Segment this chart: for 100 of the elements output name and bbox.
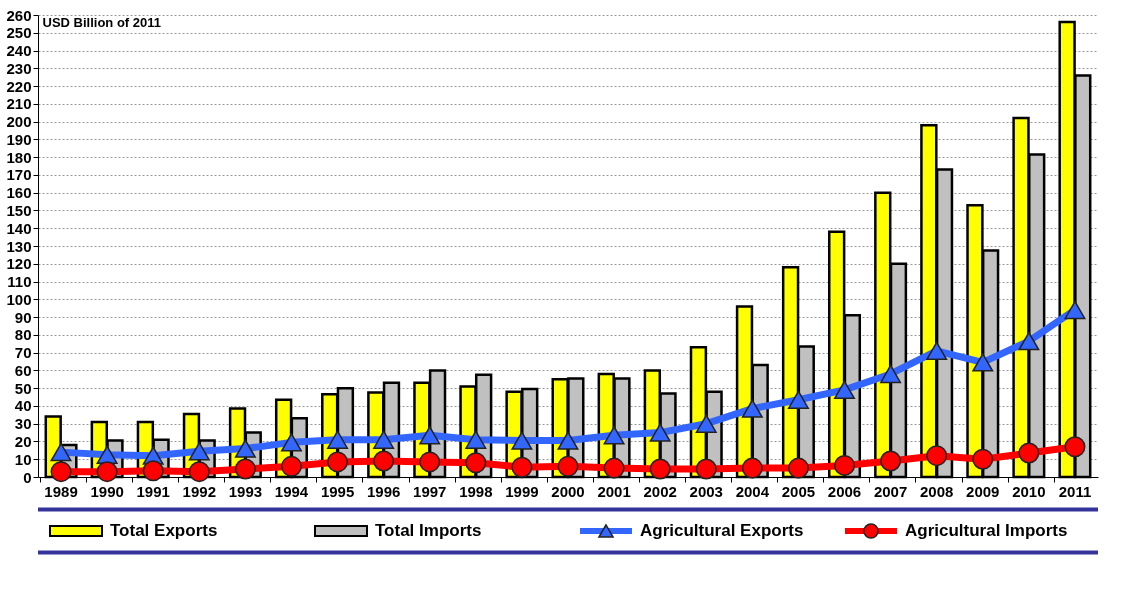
point <box>96 445 118 464</box>
point <box>465 452 487 474</box>
point <box>557 431 579 450</box>
y-tick-label: 20 <box>14 432 32 450</box>
point <box>1064 436 1086 458</box>
point <box>972 353 994 372</box>
x-tick-label: 1995 <box>320 482 355 500</box>
point <box>373 450 395 472</box>
y-tick-label: 80 <box>14 326 32 344</box>
point <box>880 450 902 472</box>
point <box>1064 300 1086 320</box>
point <box>787 457 809 479</box>
y-tick-label: 70 <box>14 344 32 362</box>
y-tick-label: 0 <box>23 468 32 486</box>
y-tick-label: 120 <box>6 255 32 273</box>
point <box>1018 442 1040 464</box>
x-tick-label: 2008 <box>920 482 954 500</box>
point <box>327 430 349 449</box>
point <box>695 414 717 433</box>
x-tick-label: 2005 <box>781 482 816 500</box>
point <box>741 457 763 479</box>
point <box>972 448 994 470</box>
point <box>419 451 441 473</box>
y-tick-label: 90 <box>14 308 32 326</box>
point <box>511 431 533 450</box>
x-tick-label: 1989 <box>44 482 78 500</box>
point <box>603 457 625 479</box>
point <box>280 433 302 452</box>
point <box>234 458 256 480</box>
point <box>50 442 72 462</box>
point <box>649 458 671 480</box>
x-tick-label: 2004 <box>735 482 770 500</box>
y-tick-label: 110 <box>7 273 32 291</box>
point <box>465 430 487 449</box>
x-tick-label: 1996 <box>366 482 401 500</box>
y-tick-label: 170 <box>6 166 32 184</box>
legend-label: Agricultural Imports <box>905 521 1068 540</box>
y-tick-label: 260 <box>6 6 32 24</box>
point <box>926 445 948 467</box>
y-tick-label: 190 <box>6 130 32 148</box>
y-axis-title: USD Billion of 2011 <box>42 14 161 30</box>
y-tick-label: 250 <box>6 24 32 42</box>
x-tick-label: 2003 <box>689 482 723 500</box>
point <box>419 426 441 445</box>
x-tick-label: 1999 <box>505 482 539 500</box>
point <box>511 456 533 478</box>
point <box>649 423 671 442</box>
x-tick-label: 2009 <box>966 482 1000 500</box>
x-tick-label: 1992 <box>182 482 216 500</box>
y-tick-label: 230 <box>6 59 32 77</box>
x-tick-label: 1997 <box>413 482 447 500</box>
point <box>787 390 809 409</box>
legend-label: Total Imports <box>375 521 482 540</box>
y-tick-label: 50 <box>14 379 32 397</box>
point <box>327 451 349 473</box>
y-tick-label: 180 <box>6 148 32 166</box>
point <box>96 461 118 483</box>
point <box>603 426 625 445</box>
y-tick-label: 240 <box>6 42 32 60</box>
y-tick-label: 200 <box>6 113 32 131</box>
y-tick-label: 40 <box>14 397 32 415</box>
y-tick-label: 100 <box>6 290 32 308</box>
x-tick-label: 2010 <box>1012 482 1046 500</box>
x-tick-label: 2002 <box>643 482 677 500</box>
x-tick-label: 1998 <box>459 482 493 500</box>
x-tick-label: 1991 <box>136 482 170 500</box>
y-tick-label: 60 <box>14 361 32 379</box>
y-tick-label: 210 <box>6 95 32 113</box>
point <box>188 461 210 483</box>
legend-label: Agricultural Exports <box>640 521 804 540</box>
point <box>695 458 717 480</box>
y-tick-label: 220 <box>6 77 32 95</box>
point <box>1018 331 1040 351</box>
x-tick-label: 2007 <box>873 482 908 500</box>
x-tick-label: 2001 <box>597 482 631 500</box>
legend-label: Total Exports <box>110 521 218 540</box>
point <box>834 380 856 400</box>
point <box>926 341 948 361</box>
x-tick-label: 2006 <box>827 482 862 500</box>
x-tick-label: 1990 <box>90 482 124 500</box>
y-tick-label: 130 <box>6 237 32 255</box>
x-tick-label: 1993 <box>228 482 263 500</box>
point <box>557 455 579 477</box>
point <box>142 460 164 482</box>
y-tick-label: 150 <box>6 201 32 219</box>
y-tick-label: 10 <box>14 450 32 468</box>
point <box>834 454 856 476</box>
point <box>50 461 72 483</box>
point <box>188 442 210 461</box>
y-tick-label: 140 <box>6 219 32 237</box>
x-tick-label: 1994 <box>274 482 309 500</box>
x-tick-label: 2011 <box>1058 482 1092 500</box>
y-tick-label: 160 <box>6 184 32 202</box>
y-tick-label: 30 <box>14 415 32 433</box>
point <box>741 399 763 418</box>
point <box>373 430 395 449</box>
point <box>880 364 902 384</box>
point <box>234 439 256 458</box>
point <box>280 455 302 477</box>
x-tick-label: 2000 <box>551 482 585 500</box>
